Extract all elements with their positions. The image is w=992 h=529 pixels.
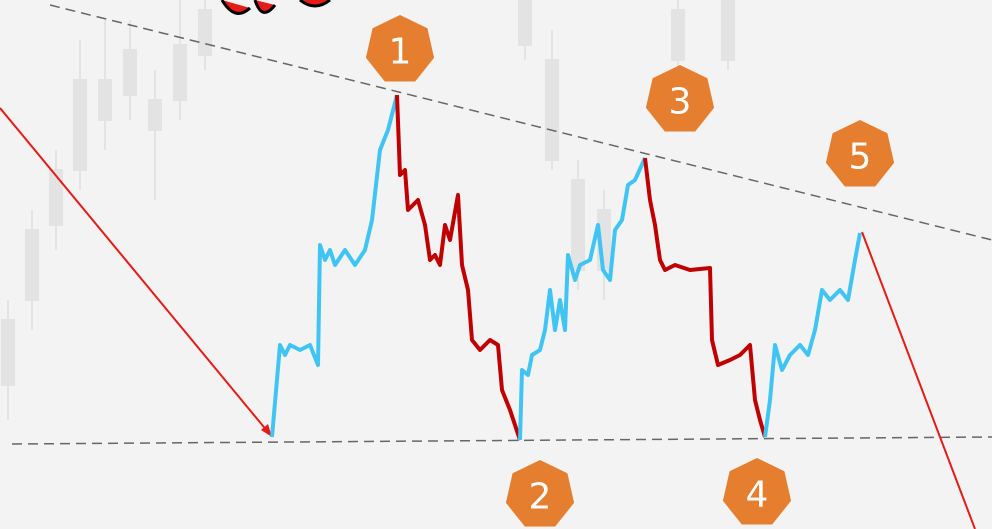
marker-label: 5	[849, 137, 872, 178]
arrow-head	[261, 424, 272, 437]
marker-badge	[505, 460, 575, 527]
trend-arrow	[0, 107, 269, 433]
resistance-line	[49, 4, 992, 241]
breakout-line	[861, 231, 976, 529]
marker-badge	[365, 15, 435, 82]
marker-label: 3	[669, 82, 692, 123]
support-line	[11, 436, 992, 445]
marker-label: 4	[746, 475, 769, 516]
marker-badge	[645, 65, 715, 132]
marker-badge	[722, 458, 792, 525]
markers: 1 2 3 4 5	[365, 15, 895, 527]
marker-badge	[825, 120, 895, 187]
price-path	[270, 94, 862, 441]
decoration	[220, 0, 331, 15]
marker-label: 1	[389, 32, 412, 73]
marker-label: 2	[529, 477, 552, 518]
background-candles	[1, 0, 735, 420]
